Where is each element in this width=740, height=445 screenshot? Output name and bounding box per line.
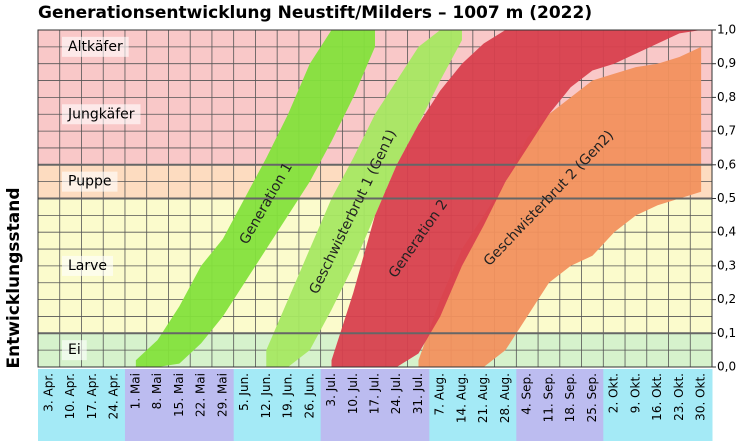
x-label-bg bbox=[646, 369, 670, 441]
x-label-bg bbox=[298, 369, 322, 441]
x-label-bg bbox=[538, 369, 561, 441]
x-tick-label: 18. Sep. bbox=[563, 373, 577, 422]
x-label-bg bbox=[472, 369, 496, 441]
x-tick-label: 2. Okt. bbox=[607, 373, 621, 413]
x-tick-label: 12. Jun. bbox=[259, 373, 273, 418]
stage-label-group: Puppe bbox=[62, 171, 118, 192]
x-tick-label: 24. Jul. bbox=[389, 373, 403, 414]
band-area bbox=[331, 30, 702, 367]
x-tick-label: 31. Jul. bbox=[411, 373, 425, 414]
x-label-bg bbox=[59, 369, 82, 441]
y-tick-label: 0,3 bbox=[717, 258, 736, 272]
x-tick-label: 29. Mai bbox=[215, 373, 229, 417]
x-tick-label: 14. Aug. bbox=[454, 373, 468, 423]
x-tick-label: 17. Jul. bbox=[368, 373, 382, 414]
x-label-bg bbox=[385, 369, 409, 441]
x-label-bg bbox=[320, 369, 343, 441]
stage-label-bg bbox=[62, 171, 118, 192]
x-tick-label: 9. Okt. bbox=[628, 373, 642, 413]
x-tick-label: 1. Mai bbox=[128, 373, 142, 409]
y-tick-label: 0,0 bbox=[717, 360, 736, 374]
x-tick-label: 17. Apr. bbox=[85, 373, 99, 419]
x-label-bg bbox=[603, 369, 626, 441]
x-label-bg bbox=[407, 369, 430, 441]
x-label-bg bbox=[364, 369, 387, 441]
x-label-bg bbox=[146, 369, 169, 441]
x-tick-label: 3. Apr. bbox=[41, 373, 55, 412]
x-tick-label: 3. Jul. bbox=[324, 373, 338, 407]
x-label-bg bbox=[429, 369, 452, 441]
x-tick-label: 28. Aug. bbox=[498, 373, 512, 423]
x-tick-label: 8. Mai bbox=[150, 373, 164, 409]
y-tick-label: 0,5 bbox=[717, 191, 736, 205]
y-axis-label: Entwicklungsstand bbox=[4, 187, 24, 368]
x-label-bg bbox=[668, 369, 691, 441]
x-label-bg bbox=[211, 369, 235, 441]
stage-label: Larve bbox=[68, 258, 107, 274]
y-tick-label: 1,0 bbox=[717, 23, 736, 37]
x-label-bg bbox=[81, 369, 104, 441]
x-label-bg bbox=[342, 369, 365, 441]
x-tick-label: 15. Mai bbox=[172, 373, 186, 417]
x-tick-label: 21. Aug. bbox=[476, 373, 490, 423]
x-label-bg bbox=[124, 369, 148, 441]
x-label-bg bbox=[559, 369, 583, 441]
y-tick-label: 0,6 bbox=[717, 157, 736, 171]
chart-title: Generationsentwicklung Neustift/Milders … bbox=[38, 3, 592, 23]
y-tick-label: 0,8 bbox=[717, 90, 736, 104]
x-tick-label: 19. Jun. bbox=[281, 373, 295, 418]
x-label-bg bbox=[255, 369, 278, 441]
stage-label: Jungkäfer bbox=[67, 106, 135, 122]
x-label-bg bbox=[690, 369, 713, 441]
x-tick-label: 22. Mai bbox=[194, 373, 208, 417]
stage-label: Altkäfer bbox=[68, 39, 123, 55]
x-label-bg bbox=[103, 369, 126, 441]
x-label-bg bbox=[494, 369, 517, 441]
stage-label-bg bbox=[62, 36, 129, 57]
x-tick-label: 16. Okt. bbox=[650, 373, 664, 421]
x-label-bg bbox=[625, 369, 648, 441]
x-tick-label: 11. Sep. bbox=[541, 373, 555, 422]
y-tick-label: 0,7 bbox=[717, 124, 736, 138]
stage-label-group: Ei bbox=[62, 340, 87, 361]
stage-label-bg bbox=[62, 104, 141, 125]
x-tick-label: 24. Apr. bbox=[107, 373, 121, 419]
x-label-bg bbox=[516, 369, 539, 441]
stage-label: Puppe bbox=[68, 174, 111, 190]
x-label-bg bbox=[168, 369, 191, 441]
stage-label-bg bbox=[62, 340, 87, 361]
band-area bbox=[418, 46, 702, 367]
stage-label-group: Altkäfer bbox=[62, 36, 129, 57]
stage-label: Ei bbox=[68, 342, 81, 358]
x-tick-label: 26. Jun. bbox=[302, 373, 316, 418]
x-tick-label: 4. Sep. bbox=[520, 373, 534, 415]
stage-label-group: Larve bbox=[62, 255, 114, 276]
x-label-bg bbox=[277, 369, 300, 441]
x-label-bg bbox=[581, 369, 604, 441]
x-label-bg bbox=[233, 369, 256, 441]
x-tick-label: 30. Okt. bbox=[694, 373, 708, 421]
y-tick-label: 0,9 bbox=[717, 56, 736, 70]
x-tick-label: 7. Aug. bbox=[433, 373, 447, 416]
x-label-bg bbox=[451, 369, 474, 441]
x-tick-label: 25. Sep. bbox=[585, 373, 599, 422]
x-tick-label: 10. Jul. bbox=[346, 373, 360, 414]
x-tick-label: 23. Okt. bbox=[672, 373, 686, 421]
y-tick-label: 0,4 bbox=[717, 225, 736, 239]
stage-label-bg bbox=[62, 255, 114, 276]
x-label-bg bbox=[190, 369, 213, 441]
x-label-bg bbox=[38, 369, 61, 441]
x-tick-label: 5. Jun. bbox=[237, 373, 251, 411]
x-tick-label: 10. Apr. bbox=[63, 373, 77, 419]
y-tick-label: 0,1 bbox=[717, 326, 736, 340]
stage-label-group: Jungkäfer bbox=[62, 104, 141, 125]
plot-frame bbox=[37, 29, 713, 368]
y-tick-label: 0,2 bbox=[717, 292, 736, 306]
